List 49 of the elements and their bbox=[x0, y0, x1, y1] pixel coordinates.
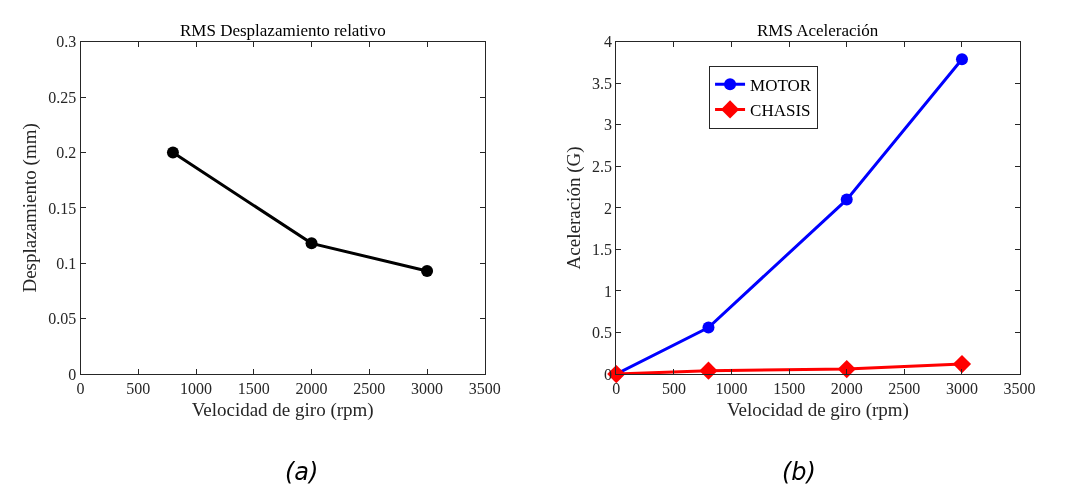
text: (a) bbox=[285, 458, 319, 486]
x-tick-label: 500 bbox=[126, 380, 151, 398]
y-tick-label: 0.5 bbox=[592, 324, 613, 342]
legend-label: MOTOR bbox=[750, 75, 812, 95]
y-tick-label: 1.5 bbox=[592, 241, 613, 259]
x-tick-label: 500 bbox=[661, 380, 686, 398]
y-tick-label: 0 bbox=[68, 365, 77, 383]
x-tick-label: 2000 bbox=[830, 380, 863, 398]
legend-label: CHASIS bbox=[750, 101, 811, 121]
x-tick-label: 1500 bbox=[773, 380, 806, 398]
y-tick-label: 2.5 bbox=[592, 157, 613, 175]
x-axis-title: Velocidad de giro (rpm) bbox=[726, 399, 909, 422]
y-tick-label: 4 bbox=[604, 33, 613, 51]
chart-title: RMS Aceleración bbox=[757, 21, 879, 40]
y-tick-label: 0.25 bbox=[48, 88, 77, 106]
x-tick-label: 3000 bbox=[411, 380, 444, 398]
x-tick-label: 1000 bbox=[180, 380, 213, 398]
y-tick-label: 0.15 bbox=[48, 199, 77, 217]
point bbox=[421, 265, 434, 278]
chart-title: RMS Desplazamiento relativo bbox=[180, 21, 386, 40]
x-axis-title: Velocidad de giro (rpm) bbox=[191, 399, 374, 422]
x-tick-label: 1500 bbox=[237, 380, 270, 398]
text: (b) bbox=[782, 458, 816, 486]
point bbox=[702, 321, 715, 334]
y-axis-title: Aceleración (G) bbox=[562, 146, 585, 270]
x-tick-label: 1000 bbox=[715, 380, 748, 398]
point bbox=[305, 237, 318, 250]
point bbox=[955, 53, 968, 66]
y-tick-label: 0.2 bbox=[56, 144, 77, 162]
y-tick-label: 2 bbox=[604, 199, 613, 217]
point bbox=[837, 359, 856, 379]
point bbox=[699, 361, 718, 380]
point bbox=[166, 146, 179, 159]
y-tick-label: 3 bbox=[604, 116, 613, 134]
x-tick-label: 3000 bbox=[945, 380, 978, 398]
x-tick-label: 3500 bbox=[1003, 380, 1036, 398]
y-tick-label: 0.05 bbox=[48, 310, 77, 328]
y-tick-label: 3.5 bbox=[592, 74, 613, 92]
y-tick-label: 0 bbox=[604, 365, 613, 383]
x-tick-label: 2500 bbox=[353, 380, 386, 398]
x-tick-label: 2500 bbox=[888, 380, 921, 398]
point bbox=[840, 193, 853, 206]
y-tick-label: 1 bbox=[604, 282, 613, 300]
y-tick-label: 0.3 bbox=[56, 33, 77, 51]
point bbox=[952, 354, 972, 374]
x-tick-label: 3500 bbox=[468, 380, 501, 398]
y-axis-title: Desplazamiento (mm) bbox=[19, 123, 42, 293]
y-tick-label: 0.1 bbox=[56, 254, 77, 272]
x-tick-label: 2000 bbox=[295, 380, 328, 398]
